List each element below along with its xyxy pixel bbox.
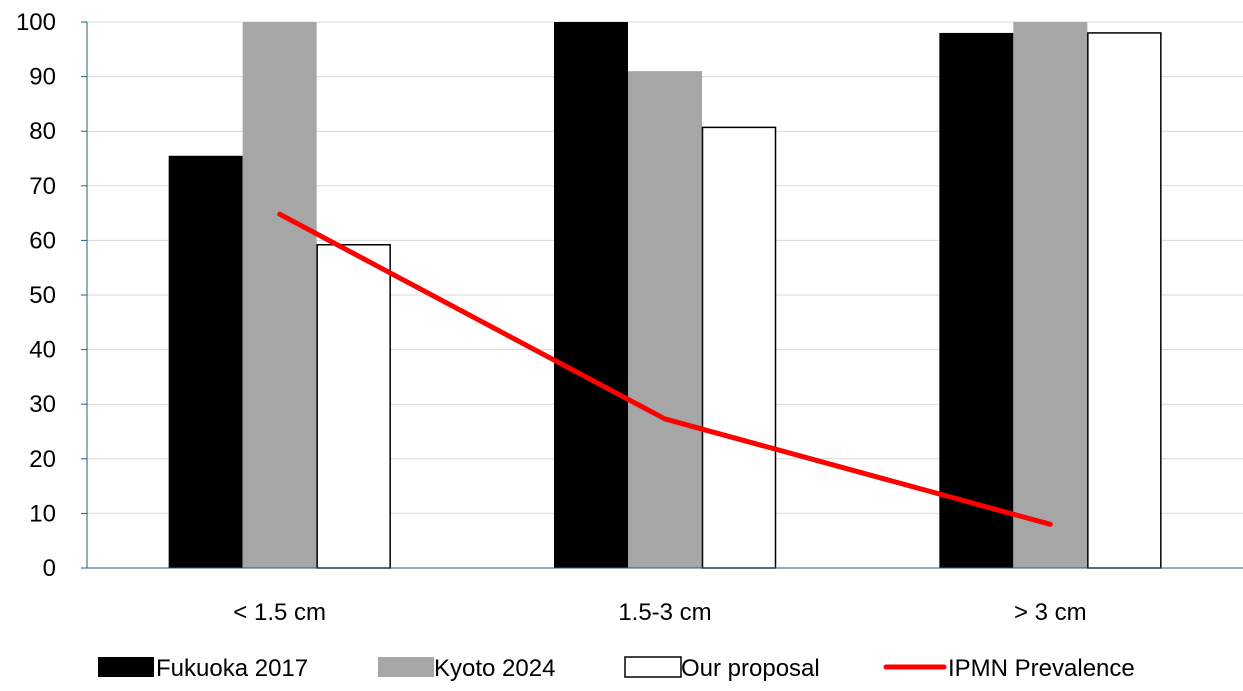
legend-label-fukuoka-2017: Fukuoka 2017 xyxy=(156,655,308,682)
line-series xyxy=(277,211,1053,527)
y-tick-label: 30 xyxy=(29,391,56,418)
bar-our-proposal xyxy=(701,126,777,569)
bar-fukuoka-2017 xyxy=(939,32,1014,569)
y-tick-label: 20 xyxy=(29,446,56,473)
bars xyxy=(168,22,1162,569)
y-tick-label: 60 xyxy=(29,227,56,254)
bar-fukuoka-2017 xyxy=(554,22,628,568)
bar-our-proposal xyxy=(1087,32,1162,569)
legend-label-our-proposal: Our proposal xyxy=(681,655,820,682)
y-tick-label: 10 xyxy=(29,500,56,527)
y-tick-label: 40 xyxy=(29,337,56,364)
bar-kyoto-2024 xyxy=(1013,22,1088,568)
y-tick-label: 80 xyxy=(29,118,56,145)
x-tick-label: < 1.5 cm xyxy=(233,599,326,626)
legend-swatch-our-proposal xyxy=(624,656,682,678)
y-tick-label: 50 xyxy=(29,282,56,309)
y-tick-label: 90 xyxy=(29,64,56,91)
bar-fukuoka-2017 xyxy=(168,155,243,568)
legend-label-kyoto-2024: Kyoto 2024 xyxy=(434,655,555,682)
legend: Fukuoka 2017 Kyoto 2024 Our proposal IPMN P… xyxy=(98,655,1135,682)
legend-label-ipmn-prevalence: IPMN Prevalence xyxy=(948,655,1135,682)
legend-swatch-kyoto-2024 xyxy=(378,657,434,677)
axes xyxy=(81,21,1243,569)
y-tick-label: 70 xyxy=(29,173,56,200)
bar-kyoto-2024 xyxy=(628,71,702,568)
y-tick-label: 100 xyxy=(16,9,56,36)
x-tick-label: > 3 cm xyxy=(1014,599,1087,626)
y-tick-labels: 0 10 20 30 40 50 60 70 80 90 100 xyxy=(16,9,56,582)
x-tick-label: 1.5-3 cm xyxy=(618,599,711,626)
bar-our-proposal xyxy=(316,244,391,569)
x-tick-labels: < 1.5 cm 1.5-3 cm > 3 cm xyxy=(233,599,1086,626)
bar-kyoto-2024 xyxy=(242,22,317,568)
line-ipmn-prevalence xyxy=(277,211,1053,527)
y-tick-label: 0 xyxy=(43,555,56,582)
legend-swatch-fukuoka-2017 xyxy=(98,657,154,677)
